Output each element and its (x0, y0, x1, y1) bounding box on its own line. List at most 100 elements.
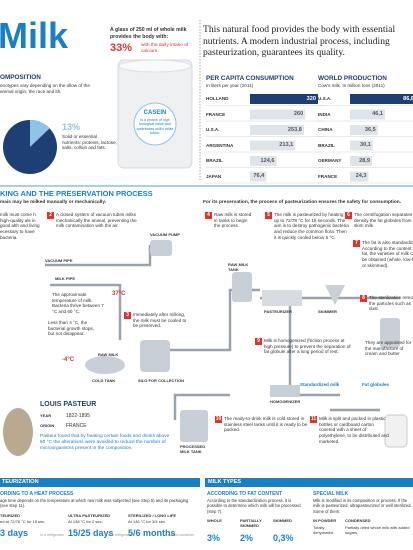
silo (140, 340, 170, 372)
row-label: CHINA (318, 127, 333, 132)
composition-left: 6 (0, 125, 6, 136)
heat-name: ULTRA PASTEURIZED (68, 513, 111, 518)
step-number: 4 (205, 212, 212, 219)
glass-note: A glass of 250 ml of whole milk provides… (110, 27, 187, 40)
step-text: Raw milk is stored in tanks to begin the… (214, 212, 252, 229)
bar (350, 109, 386, 120)
special-name: CONDENSED (345, 518, 371, 523)
bar (250, 94, 318, 104)
row-label: FRANCE (318, 173, 338, 179)
value-label: 36,5 (364, 126, 376, 133)
homogenizer (270, 385, 300, 397)
pasteurizer (262, 290, 302, 306)
casein-text: Is a protein of high biological value an… (136, 118, 174, 136)
step-number: 3 (124, 312, 131, 319)
fat-name: PARTIALLY SKIMMED (240, 518, 262, 528)
bar (250, 140, 296, 151)
process-label: VACUUM PUMP (150, 232, 180, 237)
step-number: 5 (265, 212, 272, 219)
row-label: ARGENTINA (206, 142, 234, 148)
value-label: 30,1 (359, 142, 371, 148)
sub-text: age time depends on the temperature at w… (0, 498, 189, 509)
heat-time: 15/25 days (68, 528, 114, 538)
raw-tank (232, 272, 252, 302)
row-label: BRAZIL (206, 158, 223, 163)
process-label: 37°C (112, 291, 126, 297)
section-note: For its preservation, the process of pas… (203, 200, 402, 205)
heat-detail: ed at 72/78 °C for 15 sec. (0, 519, 46, 524)
pasteur-text: Pasteur found that by heating certain fo… (40, 434, 170, 451)
step-number: 6 (345, 212, 352, 219)
process-label: RAW MILK TANK (228, 262, 249, 272)
step-number: 7 (353, 240, 360, 247)
title: Milk (0, 15, 69, 56)
bar (250, 125, 304, 135)
fat-name: SKIMMED (273, 518, 292, 523)
bar (250, 171, 267, 182)
step-text: A closed system of vacuum tubes milks me… (56, 212, 137, 229)
band-title: MILK TYPES (208, 479, 242, 485)
fat-value: 3% (207, 533, 221, 543)
sub-title: ACCORDING TO FAT CONTENT (207, 491, 283, 497)
heat-note: closed container (168, 533, 195, 537)
process-label: VACUUM PIPE (45, 258, 73, 263)
step-number: 10 (215, 416, 222, 423)
composition-text2: Solid or essential nutrients: proteins, … (62, 134, 117, 151)
process-label: PROCESSED MILK TANK (180, 444, 206, 454)
step-text: The centrifugation separates by density … (354, 212, 413, 229)
cold-tank (85, 356, 125, 374)
sub-title: ORDING TO A HEAT PROCESS (0, 491, 74, 497)
step-number: 2 (47, 212, 54, 219)
pasteur-value: FRANCE (66, 423, 87, 429)
special-text: Partially dried whole milk with added su… (345, 525, 410, 535)
heat-note: in a refrigerator (108, 533, 133, 537)
composition-percent: 13% (62, 122, 81, 132)
heat-note: in a refrigerator (40, 533, 65, 537)
composition-text: enotypes vary depending on the ollow of … (0, 83, 90, 94)
process-label: Less than 4 °C, the bacterial growth sto… (48, 320, 94, 337)
band-title: TEURIZATION (2, 479, 39, 485)
pipes (45, 245, 400, 420)
row-label: HOLLAND (206, 96, 229, 101)
table-title: WORLD PRODUCTION (318, 75, 387, 82)
fat-value: 2% (240, 533, 254, 543)
step-text: The sterilization removes the particles … (369, 295, 413, 312)
sub-text: Milk is modified in its composition or p… (313, 498, 412, 514)
pasteur-field: ORIGIN (40, 423, 55, 428)
sub-title: SPECIAL MILK (313, 491, 349, 497)
process-label: SILO FOR COLLECTION (138, 378, 184, 383)
value-label: 24,3 (355, 173, 367, 179)
process-label: They are appointed for the manufacture o… (365, 340, 412, 357)
value-label: 260 (293, 111, 304, 117)
value-label: 76,4 (253, 173, 265, 179)
step-text: Immediately after milking, the milk must… (133, 312, 187, 329)
process-label: PASTEURIZER (264, 309, 292, 314)
value-label: 213,1 (279, 142, 294, 148)
bottle (384, 414, 408, 448)
table-subtitle: In liters per year (2011) (206, 83, 254, 88)
skimmer (325, 285, 345, 305)
section-note: mais may be milked manually or mechanica… (0, 200, 107, 205)
process-label: Fat globules (362, 382, 390, 387)
bar (350, 94, 413, 104)
step-number: 8 (360, 295, 367, 302)
bar (350, 156, 372, 166)
glass-percent: 33% (110, 42, 133, 54)
heat-name: TEURIZED (0, 513, 20, 518)
band (205, 478, 413, 487)
value-label: 28,9 (359, 157, 370, 164)
composition-slice (30, 119, 50, 147)
casein-circle (133, 102, 177, 146)
bar (350, 171, 369, 182)
intro: This natural food provides the body with… (203, 24, 396, 58)
table-title: PER CAPITA CONSUMPTION (206, 75, 294, 82)
glass-percent-note: with the daily intake of calcium. (141, 43, 189, 54)
value-label: 320 (306, 95, 316, 102)
heat-detail: At 146 °C for 3/4 sec. (128, 519, 167, 524)
step-text: The fat is also standardized. According … (362, 240, 413, 268)
value-label: 253,8 (287, 126, 302, 133)
process-label: RAW MILK (98, 352, 119, 357)
section-title: KING AND THE PRESERVATION PROCESS (0, 189, 153, 198)
